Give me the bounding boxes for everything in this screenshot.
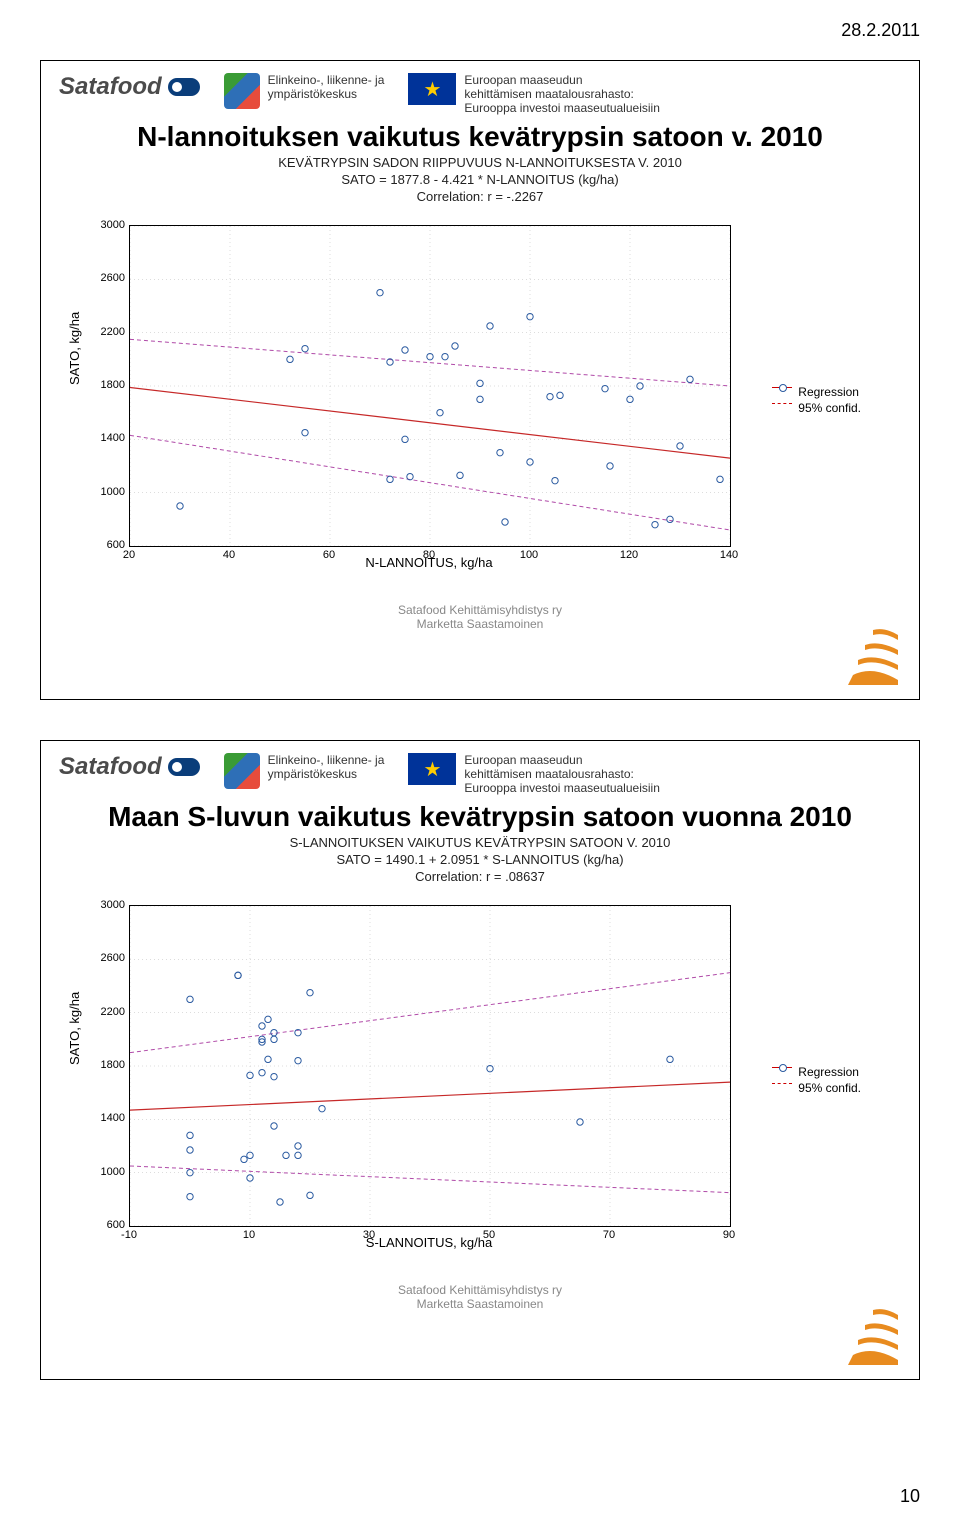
- eu-line3: Eurooppa investoi maaseutualueisiin: [464, 781, 659, 795]
- slide1-title: N-lannoituksen vaikutus kevätrypsin sato…: [59, 121, 901, 153]
- ytick: 3000: [85, 899, 125, 911]
- xtick: 70: [603, 1229, 615, 1241]
- footer-line2: Marketta Saastamoinen: [59, 617, 901, 631]
- ytick: 1800: [85, 379, 125, 391]
- xtick: 140: [720, 549, 738, 561]
- satafood-eye-icon: [168, 758, 200, 776]
- eu-line2: kehittämisen maatalousrahasto:: [464, 767, 659, 781]
- ytick: 1800: [85, 1059, 125, 1071]
- xtick: 10: [243, 1229, 255, 1241]
- xtick: 50: [483, 1229, 495, 1241]
- xtick: 40: [223, 549, 235, 561]
- slide-1: Satafood Elinkeino-, liikenne- ja ympäri…: [40, 60, 920, 700]
- chart2-title3: Correlation: r = .08637: [59, 869, 901, 886]
- chart2-title2: SATO = 1490.1 + 2.0951 * S-LANNOITUS (kg…: [59, 852, 901, 869]
- xtick: 100: [520, 549, 538, 561]
- xtick: 60: [323, 549, 335, 561]
- slide-header: Satafood Elinkeino-, liikenne- ja ympäri…: [59, 73, 901, 115]
- ely-line1: Elinkeino-, liikenne- ja: [268, 73, 385, 87]
- page-number: 10: [900, 1486, 920, 1507]
- chart1-plot: [129, 225, 731, 547]
- slide2-footer: Satafood Kehittämisyhdistys ry Marketta …: [59, 1283, 901, 1311]
- ytick: 1400: [85, 1112, 125, 1124]
- xtick: 90: [723, 1229, 735, 1241]
- legend-confidence: 95% confid.: [798, 1081, 861, 1097]
- satafood-text: Satafood: [59, 73, 162, 100]
- chart2-title1: S-LANNOITUKSEN VAIKUTUS KEVÄTRYPSIN SATO…: [59, 835, 901, 852]
- chart1-title3: Correlation: r = -.2267: [59, 189, 901, 206]
- footer-line1: Satafood Kehittämisyhdistys ry: [59, 603, 901, 617]
- chart2-legend: Regression 95% confid.: [772, 1065, 861, 1096]
- legend-conf-icon: [772, 1083, 792, 1094]
- ytick: 1000: [85, 1166, 125, 1178]
- eu-line3: Eurooppa investoi maaseutualueisiin: [464, 101, 659, 115]
- ely-mark-icon: [224, 73, 260, 109]
- ytick: 2600: [85, 272, 125, 284]
- chart1-title1: KEVÄTRYPSIN SADON RIIPPUVUUS N-LANNOITUK…: [59, 155, 901, 172]
- eu-line2: kehittämisen maatalousrahasto:: [464, 87, 659, 101]
- chart1-ylabel: SATO, kg/ha: [67, 312, 82, 385]
- ytick: 3000: [85, 219, 125, 231]
- slide1-footer: Satafood Kehittämisyhdistys ry Marketta …: [59, 603, 901, 631]
- chart2-ylabel: SATO, kg/ha: [67, 992, 82, 1065]
- xtick: 30: [363, 1229, 375, 1241]
- legend-regression: Regression: [798, 385, 859, 401]
- chart2: S-LANNOITUKSEN VAIKUTUS KEVÄTRYPSIN SATO…: [59, 835, 901, 1275]
- slide-2: Satafood Elinkeino-, liikenne- ja ympäri…: [40, 740, 920, 1380]
- ely-logo: Elinkeino-, liikenne- ja ympäristökeskus: [224, 753, 385, 789]
- slide2-title: Maan S-luvun vaikutus kevätrypsin satoon…: [59, 801, 901, 833]
- eu-logo: ★ Euroopan maaseudun kehittämisen maatal…: [408, 753, 659, 795]
- footer-line2: Marketta Saastamoinen: [59, 1297, 901, 1311]
- xtick: 120: [620, 549, 638, 561]
- chart2-xlabel: S-LANNOITUS, kg/ha: [129, 1235, 729, 1250]
- ely-mark-icon: [224, 753, 260, 789]
- ytick: 600: [85, 1219, 125, 1231]
- legend-reg-icon: [772, 387, 792, 398]
- legend-confidence: 95% confid.: [798, 401, 861, 417]
- chart1: KEVÄTRYPSIN SADON RIIPPUVUUS N-LANNOITUK…: [59, 155, 901, 595]
- ytick: 2200: [85, 326, 125, 338]
- legend-conf-icon: [772, 403, 792, 414]
- chart1-title2: SATO = 1877.8 - 4.421 * N-LANNOITUS (kg/…: [59, 172, 901, 189]
- eu-logo: ★ Euroopan maaseudun kehittämisen maatal…: [408, 73, 659, 115]
- eu-flag-icon: ★: [408, 753, 456, 785]
- ely-logo: Elinkeino-, liikenne- ja ympäristökeskus: [224, 73, 385, 109]
- satafood-text: Satafood: [59, 753, 162, 780]
- ytick: 1000: [85, 486, 125, 498]
- eu-line1: Euroopan maaseudun: [464, 753, 659, 767]
- legend-reg-icon: [772, 1067, 792, 1078]
- legend-regression: Regression: [798, 1065, 859, 1081]
- chart2-plot: [129, 905, 731, 1227]
- ely-line2: ympäristökeskus: [268, 767, 385, 781]
- chart1-legend: Regression 95% confid.: [772, 385, 861, 416]
- eu-line1: Euroopan maaseudun: [464, 73, 659, 87]
- ytick: 1400: [85, 432, 125, 444]
- satafood-logo: Satafood: [59, 753, 200, 781]
- satafood-logo: Satafood: [59, 73, 200, 101]
- eu-flag-icon: ★: [408, 73, 456, 105]
- corner-graphic-icon: [843, 1295, 903, 1365]
- footer-line1: Satafood Kehittämisyhdistys ry: [59, 1283, 901, 1297]
- slide-header: Satafood Elinkeino-, liikenne- ja ympäri…: [59, 753, 901, 795]
- ely-line1: Elinkeino-, liikenne- ja: [268, 753, 385, 767]
- ytick: 600: [85, 539, 125, 551]
- ely-line2: ympäristökeskus: [268, 87, 385, 101]
- corner-graphic-icon: [843, 615, 903, 685]
- ytick: 2600: [85, 952, 125, 964]
- xtick: 80: [423, 549, 435, 561]
- ytick: 2200: [85, 1006, 125, 1018]
- page-date: 28.2.2011: [841, 20, 920, 41]
- satafood-eye-icon: [168, 78, 200, 96]
